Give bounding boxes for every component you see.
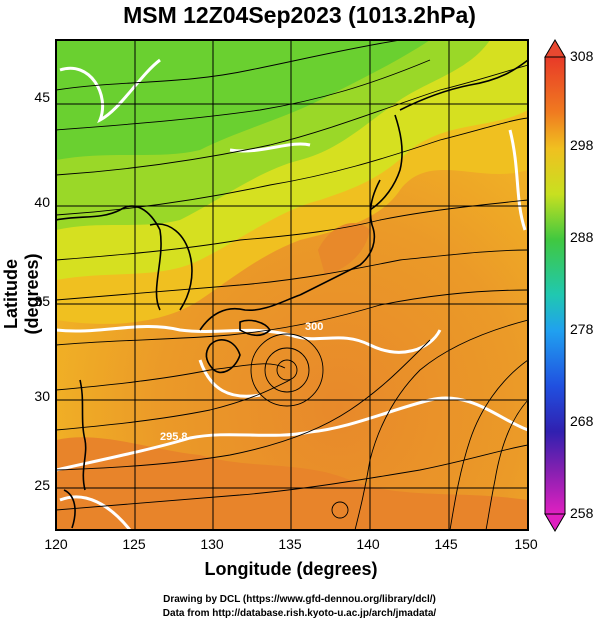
colorbar-tick-label: 258 [570, 505, 594, 521]
grid-lines [56, 40, 528, 530]
x-tick-label: 125 [122, 536, 146, 552]
contour-label: 300 [305, 321, 323, 333]
credits-line-1: Drawing by DCL (https://www.gfd-dennou.o… [163, 594, 436, 605]
x-tick-label: 130 [200, 536, 224, 552]
y-tick-label: 30 [34, 388, 50, 404]
colorbar [544, 39, 566, 532]
colorbar-gradient [544, 56, 566, 515]
temperature-field [56, 40, 528, 530]
plot-frame [55, 39, 529, 531]
x-axis-label: Longitude (degrees) [204, 559, 378, 579]
colorbar-tick-label: 308 [570, 48, 594, 64]
credits-line-2: Data from http://database.rish.kyoto-u.a… [162, 608, 437, 619]
colorbar-tick-label: 278 [570, 321, 594, 337]
colorbar-max-arrow [544, 39, 566, 58]
x-tick-label: 140 [356, 536, 380, 552]
colorbar-tick-label: 288 [570, 229, 594, 245]
coastlines [56, 59, 528, 529]
colorbar-tick-label: 268 [570, 413, 594, 429]
colorbar-tick-label: 298 [570, 137, 594, 153]
y-tick-label: 40 [34, 194, 50, 210]
x-tick-label: 145 [434, 536, 458, 552]
x-tick-label: 135 [278, 536, 302, 552]
y-tick-label: 25 [34, 477, 50, 493]
x-tick-label: 120 [44, 536, 68, 552]
y-tick-label: 35 [34, 293, 50, 309]
credits: Drawing by DCL (https://www.gfd-dennou.o… [0, 593, 599, 621]
contour-label: 295.8 [160, 431, 188, 443]
x-tick-label: 150 [514, 536, 538, 552]
map-title: MSM 12Z04Sep2023 (1013.2hPa) [123, 2, 476, 28]
colorbar-min-arrow [544, 513, 566, 532]
y-tick-label: 45 [34, 89, 50, 105]
wind-streamlines [56, 40, 528, 530]
